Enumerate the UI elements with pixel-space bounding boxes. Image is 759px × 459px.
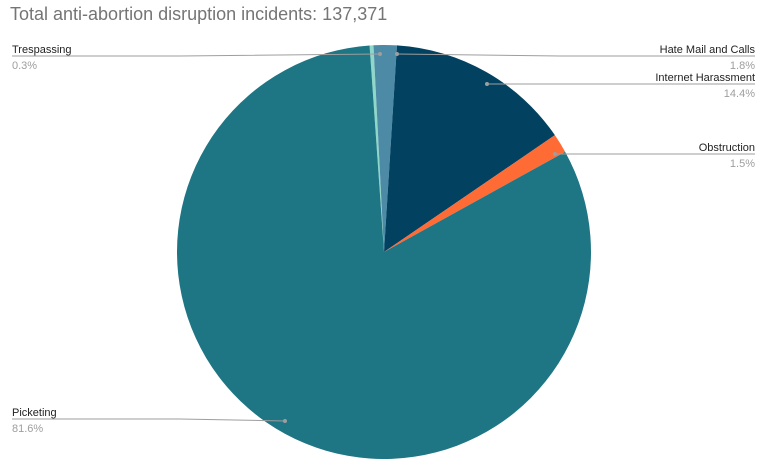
slice-percent-hate-mail-and-calls: 1.8% — [730, 60, 755, 72]
slice-label-obstruction: Obstruction — [699, 142, 755, 154]
leader-dot-trespassing — [378, 52, 382, 56]
slice-label-internet-harassment: Internet Harassment — [655, 72, 755, 84]
slice-percent-internet-harassment: 14.4% — [724, 88, 755, 100]
leader-line-picketing — [12, 419, 285, 421]
slice-percent-obstruction: 1.5% — [730, 158, 755, 170]
pie-slices — [177, 45, 591, 459]
leader-dot-obstruction — [553, 152, 557, 156]
leader-dot-hate-mail-and-calls — [395, 52, 399, 56]
slice-label-picketing: Picketing — [12, 407, 57, 419]
leader-dot-picketing — [283, 419, 287, 423]
slice-label-hate-mail-and-calls: Hate Mail and Calls — [660, 44, 756, 56]
slice-percent-picketing: 81.6% — [12, 423, 43, 435]
slice-label-trespassing: Trespassing — [12, 44, 72, 56]
slice-percent-trespassing: 0.3% — [12, 60, 37, 72]
leader-dot-internet-harassment — [485, 82, 489, 86]
